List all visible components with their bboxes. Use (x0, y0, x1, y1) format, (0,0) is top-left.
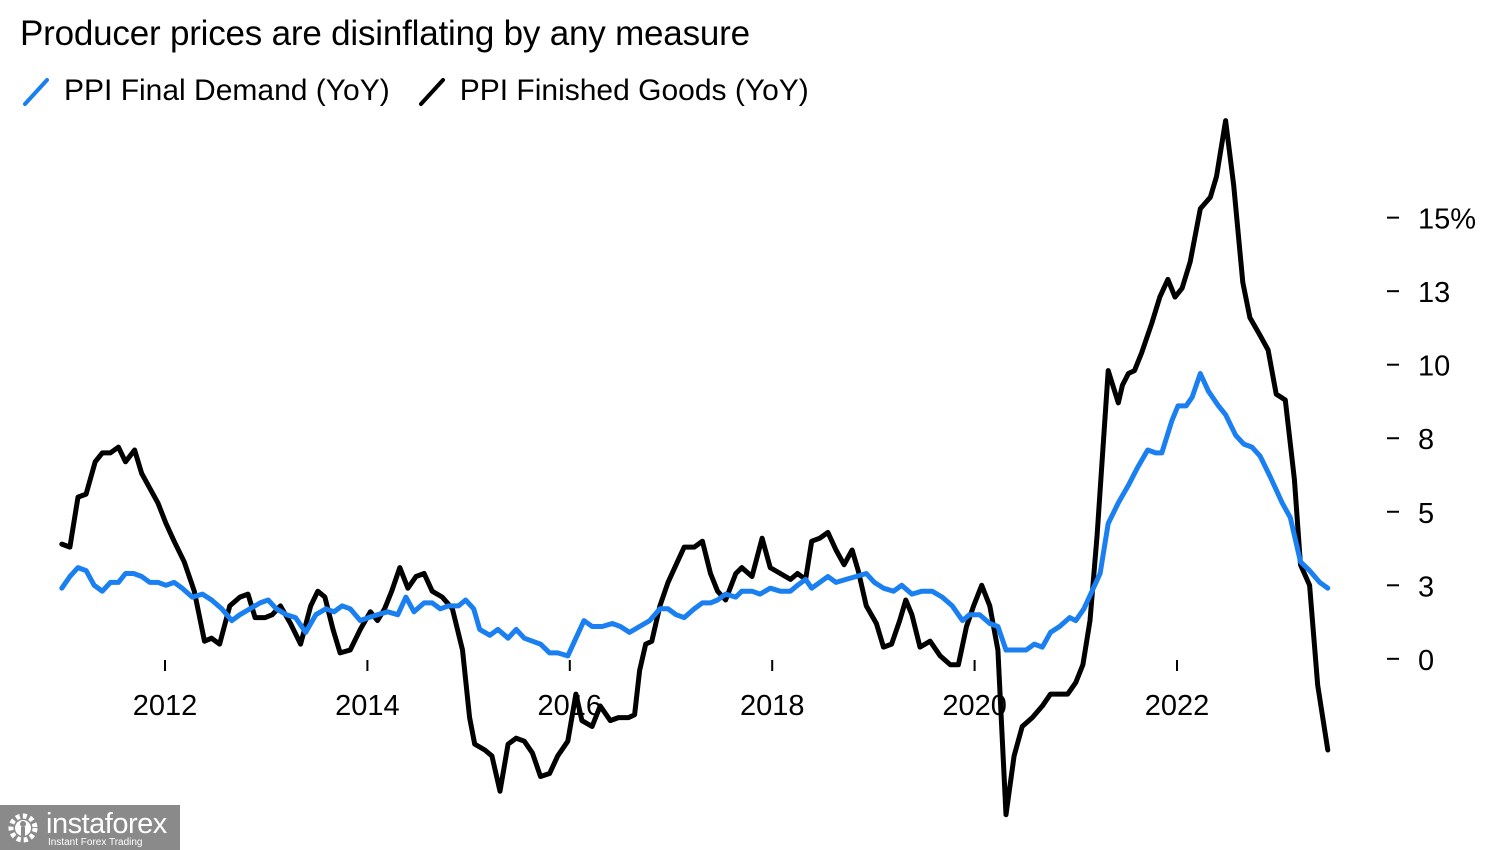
logo-brand: instaforex (46, 808, 167, 840)
y-tick-label: 13 (1418, 277, 1450, 309)
gear-logo-icon (8, 813, 38, 843)
x-tick-label: 2012 (133, 690, 198, 722)
y-tick-label: 5 (1418, 498, 1434, 530)
legend: PPI Final Demand (YoY) PPI Finished Good… (22, 74, 837, 108)
y-tick-label: 3 (1418, 571, 1434, 603)
y-tick-label: 8 (1418, 424, 1434, 456)
legend-line-icon (23, 78, 49, 106)
y-tick-label: 15% (1418, 204, 1476, 236)
logo-tagline: Instant Forex Trading (48, 837, 143, 848)
x-tick-label: 2022 (1145, 690, 1210, 722)
x-tick-label: 2014 (335, 690, 400, 722)
legend-label: PPI Final Demand (YoY) (64, 74, 390, 107)
y-tick-label: 0 (1418, 645, 1434, 677)
watermark-logo: instaforex Instant Forex Trading (0, 805, 180, 850)
legend-item-finished-goods: PPI Finished Goods (YoY) (418, 74, 809, 108)
chart-title: Producer prices are disinflating by any … (20, 14, 750, 53)
series-line-ppi-final-demand (59, 371, 1331, 659)
legend-item-final-demand: PPI Final Demand (YoY) (22, 74, 390, 108)
y-tick-label: 10 (1418, 351, 1450, 383)
legend-label: PPI Finished Goods (YoY) (459, 74, 809, 107)
legend-line-icon (418, 78, 445, 106)
x-tick-label: 2020 (942, 690, 1007, 722)
x-tick-label: 2018 (740, 690, 805, 722)
